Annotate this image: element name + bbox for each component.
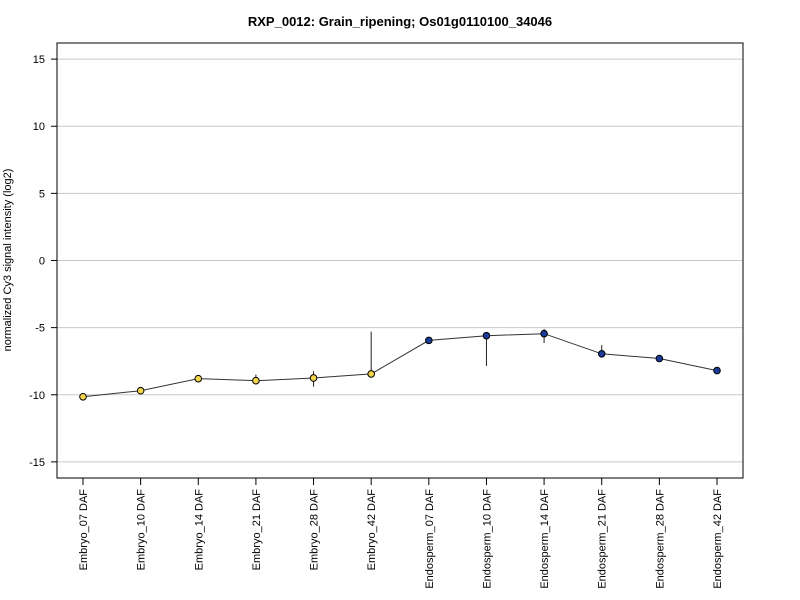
x-tick-label: Endosperm_10 DAF — [481, 489, 493, 589]
x-tick-label: Embryo_42 DAF — [366, 489, 378, 571]
data-point — [597, 350, 606, 358]
data-point — [309, 374, 318, 382]
data-point — [136, 386, 145, 395]
x-tick-label: Endosperm_21 DAF — [597, 489, 609, 589]
x-tick-label: Endosperm_28 DAF — [654, 489, 666, 589]
data-point — [79, 392, 87, 401]
y-tick-label: -15 — [29, 457, 45, 469]
series-line — [82, 333, 718, 398]
data-point — [425, 336, 433, 345]
data-point — [540, 329, 548, 338]
x-tick-label: Endosperm_07 DAF — [424, 489, 436, 589]
data-point — [655, 354, 664, 363]
x-tick-label: Embryo_07 DAF — [78, 489, 90, 571]
series — [79, 328, 721, 401]
data-point — [252, 376, 260, 385]
y-tick-label: 0 — [39, 256, 45, 268]
x-tick-label: Embryo_10 DAF — [136, 489, 148, 571]
x-tick-label: Embryo_28 DAF — [309, 489, 321, 571]
y-tick-label: -10 — [29, 390, 45, 402]
data-point — [194, 374, 203, 383]
y-tick-label: 15 — [33, 54, 45, 66]
x-tick-label: Endosperm_42 DAF — [712, 489, 724, 589]
x-tick-label: Embryo_14 DAF — [193, 489, 205, 571]
y-tick-label: 10 — [33, 121, 45, 133]
y-tick-label: 5 — [39, 188, 45, 200]
y-axis-label: normalized Cy3 signal intensity (log2) — [2, 169, 14, 352]
data-point — [482, 331, 491, 340]
x-axis: Embryo_07 DAF Embryo_10 DAF Embryo_14 DAF E… — [78, 478, 724, 589]
chart-title: RXP_0012: Grain_ripening; Os01g0110100_3… — [248, 14, 552, 29]
data-point — [713, 366, 721, 375]
grid — [57, 58, 743, 463]
y-tick-label: -5 — [35, 323, 45, 335]
x-tick-label: Endosperm_14 DAF — [539, 489, 551, 589]
x-tick-label: Embryo_21 DAF — [251, 489, 263, 571]
y-axis: 15 10 5 0 -5 -10 -15 — [29, 54, 57, 469]
data-point — [367, 370, 375, 378]
